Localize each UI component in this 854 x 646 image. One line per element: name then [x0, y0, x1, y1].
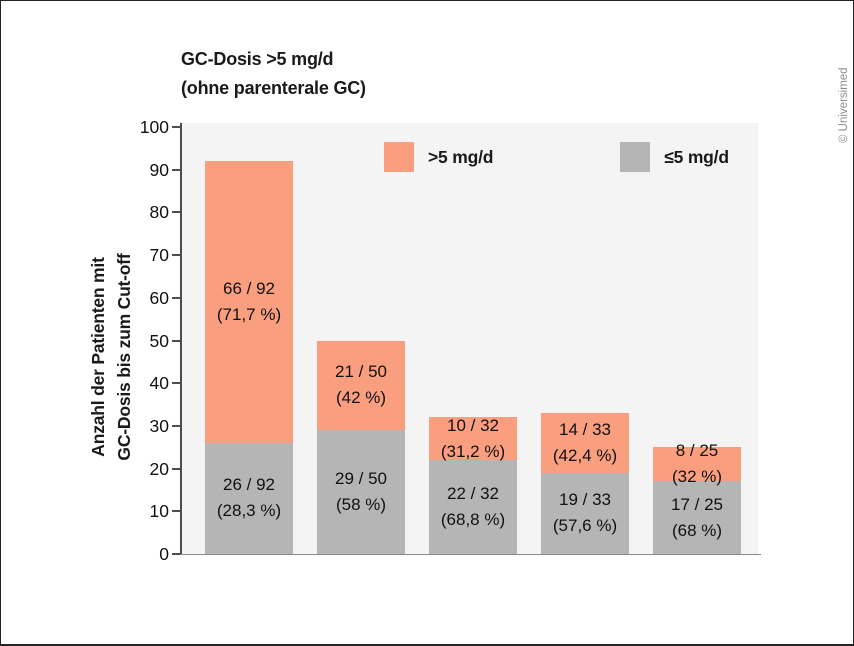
y-axis-line [180, 123, 182, 554]
bar-3-segment-under5: 22 / 32 (68,8 %) [429, 460, 517, 554]
bar-label-line: (68,8 %) [440, 510, 506, 530]
y-tick-mark-30 [172, 424, 180, 427]
bar-2-label-under5: 29 / 50 (58 %) [335, 466, 387, 518]
bar-label-line: (57,6 %) [552, 516, 618, 536]
bar-4-label-under5: 19 / 33 (57,6 %) [553, 487, 617, 539]
x-axis-line [180, 554, 761, 555]
chart-title: GC-Dosis >5 mg/d (ohne parenterale GC) [181, 45, 366, 103]
bar-1-label-under5: 26 / 92 (28,3 %) [217, 472, 281, 524]
legend-swatch-under5 [620, 142, 651, 172]
bar-label-line: (28,3 %) [216, 501, 282, 521]
y-tick-mark-100 [172, 126, 180, 128]
bar-label-line: (42 %) [335, 388, 387, 408]
bar-5-segment-under5: 17 / 25 (68 %) [653, 481, 741, 554]
y-tick-label-40: 40 [149, 373, 169, 394]
y-tick-label-100: 100 [139, 117, 169, 137]
bar-1-segment-over5: 66 / 92 (71,7 %) [205, 161, 293, 443]
bar-label-line: (58 %) [335, 495, 387, 515]
chart-title-line2: (ohne parenterale GC) [181, 78, 366, 98]
y-tick-mark-40 [172, 382, 180, 385]
y-tick-label-50: 50 [149, 330, 169, 351]
bar-label-line: 17 / 25 [671, 494, 723, 514]
bar-label-line: 8 / 25 [675, 441, 719, 461]
y-tick-mark-80 [172, 211, 180, 214]
y-tick-mark-90 [172, 168, 180, 171]
bar-label-line: 19 / 33 [559, 490, 611, 510]
bar-label-line: (68 %) [671, 520, 723, 540]
legend-swatch-over5 [384, 142, 414, 172]
bar-2-segment-under5: 29 / 50 (58 %) [317, 430, 405, 554]
bar-label-line: 22 / 32 [447, 484, 499, 504]
bar-5-label-under5: 17 / 25 (68 %) [671, 492, 723, 544]
bar-label-line: (42,4 %) [552, 445, 618, 465]
legend: >5 mg/d ≤5 mg/d [384, 142, 729, 172]
y-tick-label-30: 30 [149, 415, 169, 436]
bar-4-segment-over5: 14 / 33 (42,4 %) [541, 413, 629, 473]
bar-2-segment-over5: 21 / 50 (42 %) [317, 340, 405, 431]
y-tick-mark-10 [172, 510, 180, 513]
y-tick-mark-60 [172, 296, 180, 299]
bar-label-line: 26 / 92 [223, 475, 275, 495]
y-tick-label-60: 60 [149, 287, 169, 308]
legend-label-under5: ≤5 mg/d [664, 146, 729, 167]
bar-3-label-under5: 22 / 32 (68,8 %) [441, 481, 505, 533]
y-tick-label-70: 70 [149, 245, 169, 266]
legend-label-over5: >5 mg/d [428, 146, 494, 167]
bar-5-segment-over5: 8 / 25 (32 %) [653, 441, 741, 486]
y-tick-mark-20 [172, 467, 180, 470]
y-tick-label-80: 80 [149, 202, 169, 223]
y-axis-title-line1: Anzahl der Patienten mit [88, 257, 108, 457]
bar-label-line: (32 %) [671, 467, 723, 487]
y-tick-mark-0 [172, 553, 180, 555]
y-tick-label-10: 10 [149, 501, 169, 522]
bar-label-line: 21 / 50 [335, 362, 387, 382]
bar-label-line: 10 / 32 [447, 415, 499, 435]
bar-label-line: 29 / 50 [335, 469, 387, 489]
bar-label-line: (71,7 %) [216, 305, 282, 325]
y-tick-mark-50 [172, 339, 180, 342]
plot-area: >5 mg/d ≤5 mg/d 26 / 92 (28,3 %) 66 / 92 (7… [181, 123, 758, 554]
y-tick-label-20: 20 [149, 458, 169, 479]
bar-2-label-over5: 21 / 50 (42 %) [335, 359, 387, 411]
y-tick-label-0: 0 [159, 544, 169, 564]
bar-3-segment-over5: 10 / 32 (31,2 %) [429, 416, 517, 461]
bar-1-label-over5: 66 / 92 (71,7 %) [217, 276, 281, 328]
y-tick-mark-70 [172, 254, 180, 257]
bar-label-line: (31,2 %) [440, 441, 506, 461]
chart-title-line1: GC-Dosis >5 mg/d [181, 49, 334, 69]
bar-3-label-over5: 10 / 32 (31,2 %) [441, 413, 505, 465]
bar-4-segment-under5: 19 / 33 (57,6 %) [541, 472, 629, 554]
bar-1-segment-under5: 26 / 92 (28,3 %) [205, 442, 293, 554]
bar-4-label-over5: 14 / 33 (42,4 %) [553, 417, 617, 469]
bar-label-line: 14 / 33 [559, 419, 611, 439]
bar-label-line: 66 / 92 [223, 279, 275, 299]
y-tick-label-90: 90 [149, 159, 169, 180]
bar-5-label-over5: 8 / 25 (32 %) [672, 438, 722, 490]
copyright-text: © Universimed [838, 67, 850, 143]
